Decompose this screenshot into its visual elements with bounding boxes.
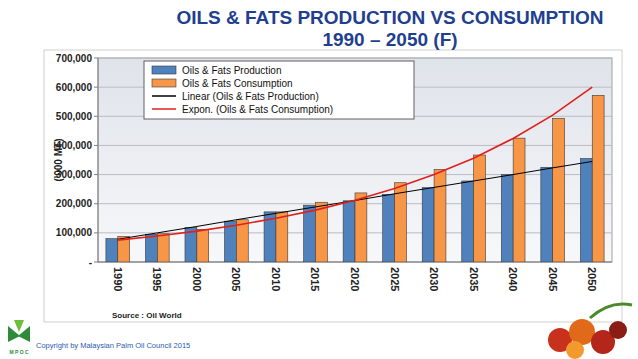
bar xyxy=(145,234,157,262)
y-axis xyxy=(98,58,99,262)
tick-label: 2015 xyxy=(309,267,321,291)
tick-mark xyxy=(94,203,98,204)
copyright: Copyright by Malaysian Palm Oil Council … xyxy=(36,341,190,350)
tick-mark xyxy=(94,174,98,175)
bar xyxy=(276,212,288,262)
chart: OILS & FATS PRODUCTION VS CONSUMPTION199… xyxy=(0,0,638,359)
legend-label: Linear (Oils & Fats Production) xyxy=(182,91,319,102)
tick-label: 2025 xyxy=(389,267,401,291)
bar xyxy=(355,193,367,262)
tick-label: 2030 xyxy=(428,267,440,291)
title: OILS & FATS PRODUCTION VS CONSUMPTION xyxy=(176,7,603,28)
tick-label: 2020 xyxy=(349,267,361,291)
bar xyxy=(343,201,355,262)
tick-mark xyxy=(94,232,98,233)
legend-swatch xyxy=(152,79,176,87)
legend-label: Oils & Fats Production xyxy=(182,65,281,76)
bar xyxy=(553,118,565,262)
bar xyxy=(157,234,169,262)
tick-mark xyxy=(94,58,98,59)
tick-label: 2045 xyxy=(547,267,559,291)
legend-label: Expon. (Oils & Fats Consumption) xyxy=(182,104,333,115)
plot-area xyxy=(98,58,612,262)
tick-label: 1995 xyxy=(151,267,163,291)
fruit xyxy=(566,341,584,359)
tick-label: 2010 xyxy=(270,267,282,291)
leaf xyxy=(590,304,632,318)
bar xyxy=(462,181,474,262)
legend-box xyxy=(144,61,414,119)
legend: Oils & Fats Production Oils & Fats Consum… xyxy=(144,61,414,119)
tick-label: 700,000 xyxy=(56,53,93,64)
bar xyxy=(592,95,604,262)
tick-mark xyxy=(94,262,98,263)
tick-label: 2040 xyxy=(507,267,519,291)
bar xyxy=(315,202,327,262)
fruit xyxy=(609,321,627,339)
tick-mark xyxy=(94,116,98,117)
tick-mark xyxy=(94,145,98,146)
tick-label: - xyxy=(89,257,92,268)
logo: M P O C xyxy=(8,320,30,355)
grid-line xyxy=(98,174,612,175)
bar xyxy=(106,239,118,262)
subtitle: 1990 – 2050 (F) xyxy=(322,29,457,50)
bar xyxy=(474,155,486,262)
bar xyxy=(383,194,395,262)
tick-mark xyxy=(94,87,98,88)
legend-label: Oils & Fats Consumption xyxy=(182,78,293,89)
bar xyxy=(434,169,446,262)
grid-line xyxy=(98,145,612,146)
tick-label: 2035 xyxy=(468,267,480,291)
tick-label: 2005 xyxy=(230,267,242,291)
tick-label: 600,000 xyxy=(56,82,93,93)
logo-text: M P O C xyxy=(9,349,28,355)
grid-line xyxy=(98,58,612,59)
bar xyxy=(501,175,513,262)
bar xyxy=(197,229,209,262)
decoration xyxy=(548,304,632,359)
legend-swatch xyxy=(152,108,176,110)
bar xyxy=(304,205,316,262)
tick-label: 2000 xyxy=(191,267,203,291)
legend-swatch xyxy=(152,95,176,97)
bar xyxy=(580,159,592,262)
tick-label: 200,000 xyxy=(56,198,93,209)
legend-swatch xyxy=(152,66,176,74)
bar xyxy=(236,220,248,262)
bar xyxy=(513,138,525,262)
tick-label: 2050 xyxy=(586,267,598,291)
chart-area xyxy=(44,50,622,322)
tick-label: 1990 xyxy=(112,267,124,291)
bar xyxy=(395,183,407,262)
tick-label: 100,000 xyxy=(56,227,93,238)
bar xyxy=(541,167,553,262)
source-note: Source : Oil World xyxy=(112,311,182,320)
axis-title: ('000 MT) xyxy=(53,139,64,182)
tick-label: 500,000 xyxy=(56,111,93,122)
bar xyxy=(422,188,434,262)
logo-shape xyxy=(14,320,24,332)
